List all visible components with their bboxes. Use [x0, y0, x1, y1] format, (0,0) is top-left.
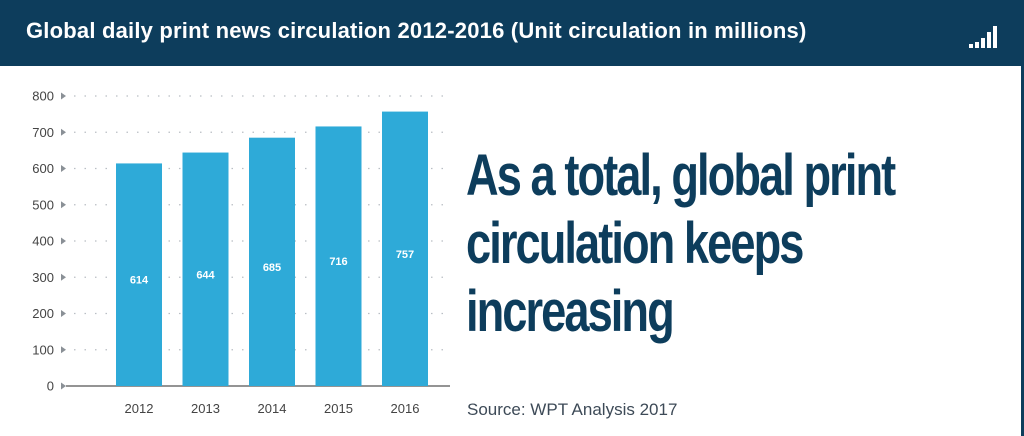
signal-bars-icon: [969, 26, 997, 48]
headline: As a total, global print circulation kee…: [466, 143, 896, 344]
y-tick-marker: [61, 201, 66, 209]
bar: [382, 111, 428, 387]
y-tick-label: 300: [32, 270, 54, 285]
data-label: 685: [263, 262, 281, 274]
data-label: 757: [396, 249, 414, 261]
data-label: 716: [329, 256, 347, 268]
y-tick-label: 0: [47, 379, 54, 394]
y-tick-marker: [61, 273, 66, 281]
y-tick-marker: [61, 165, 66, 172]
right-border: [1021, 66, 1024, 436]
bar: [249, 137, 295, 386]
y-tick-marker: [61, 382, 66, 390]
page-title: Global daily print news circulation 2012…: [26, 18, 807, 43]
x-tick-label: 2013: [191, 401, 220, 416]
y-tick-marker: [61, 346, 66, 354]
x-tick-label: 2014: [258, 401, 287, 416]
bar-chart: 0 100 200 300 400 500 600 700 800 614 2012 644 2013 6…: [32, 89, 450, 416]
x-tick-label: 2016: [391, 401, 420, 416]
y-tick-marker: [61, 92, 66, 100]
y-tick-label: 500: [32, 197, 54, 212]
y-tick-marker: [61, 237, 66, 245]
y-tick-label: 100: [32, 342, 54, 357]
y-tick-marker: [61, 128, 66, 136]
y-tick-label: 200: [32, 306, 54, 321]
y-tick-label: 400: [32, 234, 54, 249]
data-label: 614: [130, 275, 149, 287]
x-tick-label: 2012: [125, 401, 154, 416]
y-tick-label: 700: [32, 125, 54, 140]
bar: [315, 126, 362, 386]
y-tick-marker: [61, 310, 66, 317]
header-bar: Global daily print news circulation 2012…: [0, 0, 1024, 66]
data-label: 644: [196, 269, 215, 281]
bar: [182, 152, 229, 386]
bar: [116, 163, 162, 386]
x-tick-label: 2015: [324, 401, 353, 416]
source-note: Source: WPT Analysis 2017: [467, 400, 678, 419]
y-tick-label: 800: [32, 89, 54, 104]
y-tick-label: 600: [32, 161, 54, 176]
